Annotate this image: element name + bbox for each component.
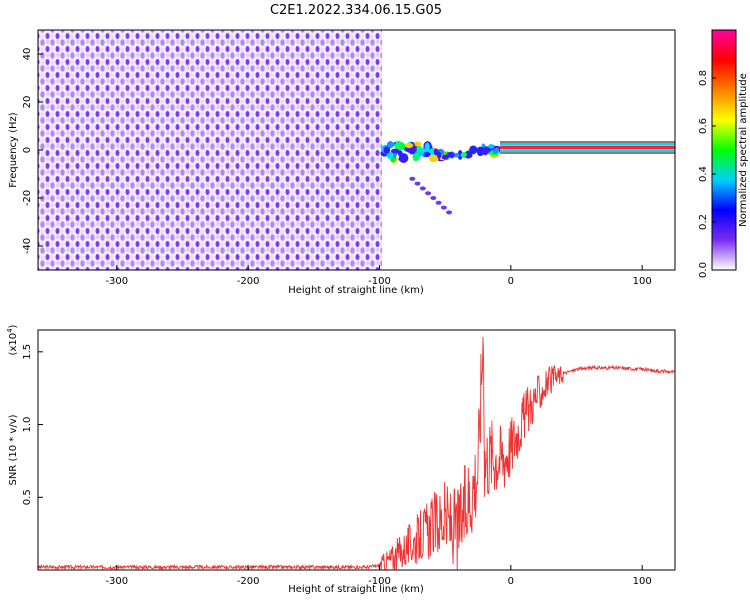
- x-ticks-bottom: -300 -200 -100 0 100: [105, 565, 652, 587]
- x-axis-label-bottom: Height of straight line (km): [288, 584, 424, 595]
- signal-blob: [430, 196, 437, 200]
- signal-blob: [446, 153, 455, 158]
- signal-blob: [433, 148, 439, 156]
- signal-blob: [425, 191, 432, 196]
- y-tick-label: 20: [22, 96, 33, 109]
- y-tick-label: 40: [22, 48, 33, 61]
- colorbar-tick-label: 0.8: [698, 70, 709, 86]
- x-axis-label-top: Height of straight line (km): [288, 285, 424, 296]
- plot-frame-bottom: [37, 329, 676, 571]
- signal-blob: [440, 205, 447, 210]
- noise-region: [38, 30, 382, 270]
- signal-blob: [405, 142, 414, 149]
- colorbar-label: Normalized spectral amplitude: [738, 73, 749, 227]
- y-ticks-top: -40 -20 0 20 40: [22, 48, 43, 254]
- signal-blob: [409, 176, 416, 181]
- svg-text:(x104): (x104): [6, 324, 19, 355]
- signal-blob: [386, 151, 394, 159]
- x-tick-label: 100: [633, 576, 652, 587]
- x-tick-label: -200: [237, 276, 260, 287]
- y-unit-exponent: 4: [6, 328, 14, 333]
- signal-blob: [482, 146, 489, 156]
- x-tick-label: 0: [508, 576, 514, 587]
- signal-blob: [428, 154, 439, 163]
- x-tick-label: -300: [105, 276, 128, 287]
- snr-series-line: [38, 336, 675, 570]
- y-ticks-bottom: 0.5 1.0 1.5: [22, 344, 43, 505]
- carrier-band: [500, 141, 675, 154]
- signal-blob: [464, 151, 472, 159]
- signal-blob: [457, 149, 463, 160]
- signal-blob: [441, 154, 449, 160]
- signal-blob: [394, 140, 403, 151]
- y-axis-label-top: Frequency (Hz): [8, 112, 19, 188]
- x-tick-label: -100: [368, 276, 391, 287]
- colorbar-tick-label: 0.0: [698, 262, 709, 278]
- signal-blob: [446, 210, 453, 215]
- signal-blob: [414, 181, 421, 186]
- colorbar-tick-label: 0.6: [698, 118, 709, 134]
- x-tick-label: -100: [368, 576, 391, 587]
- y-tick-label: 0.5: [22, 489, 33, 505]
- y-tick-label: 1.5: [22, 344, 33, 360]
- colorbar-ticks: 0.0 0.2 0.4 0.6 0.8: [698, 70, 716, 278]
- x-ticks-top: -300 -200 -100 0 100: [105, 265, 652, 287]
- signal-blob: [413, 141, 422, 147]
- signal-blob: [412, 152, 420, 162]
- y-tick-label: 0: [22, 147, 33, 153]
- x-tick-label: -200: [237, 576, 260, 587]
- signal-blob: [424, 142, 430, 152]
- signal-blob: [488, 144, 495, 149]
- signal-blob: [476, 146, 485, 157]
- y-unit-base: (x10: [8, 333, 19, 356]
- signal-blob: [492, 148, 498, 154]
- y-unit-label: (x104): [6, 324, 19, 355]
- y-tick-label: -40: [22, 238, 33, 254]
- colorbar-tick-label: 0.4: [698, 166, 709, 182]
- scattered-signal: [380, 140, 502, 215]
- x-tick-label: 0: [508, 276, 514, 287]
- colorbar-gradient: [711, 29, 737, 271]
- x-tick-label: 100: [633, 276, 652, 287]
- signal-blob: [398, 156, 407, 162]
- signal-blob: [435, 200, 442, 205]
- signal-blob: [416, 144, 422, 153]
- signal-blob: [390, 148, 400, 154]
- signal-blob: [461, 152, 467, 157]
- colorbar: 0.0 0.2 0.4 0.6 0.8 Normalized spectral ampl…: [698, 29, 749, 278]
- signal-blob: [383, 146, 391, 154]
- signal-blob: [469, 145, 478, 155]
- y-tick-label: -20: [22, 190, 33, 206]
- figure-title: C2E1.2022.334.06.15.G05: [270, 3, 442, 18]
- x-tick-label: -300: [105, 576, 128, 587]
- signal-blob: [423, 151, 431, 158]
- y-tick-label: 1.0: [22, 417, 33, 433]
- snr-panel: -300 -200 -100 0 100 0.5 1.0 1.5 Height of str…: [6, 324, 676, 595]
- signal-blob: [419, 186, 426, 191]
- signal-blob: [386, 141, 394, 149]
- y-axis-label-bottom: SNR (10 * v/v): [8, 414, 19, 485]
- colorbar-tick-label: 0.2: [698, 214, 709, 230]
